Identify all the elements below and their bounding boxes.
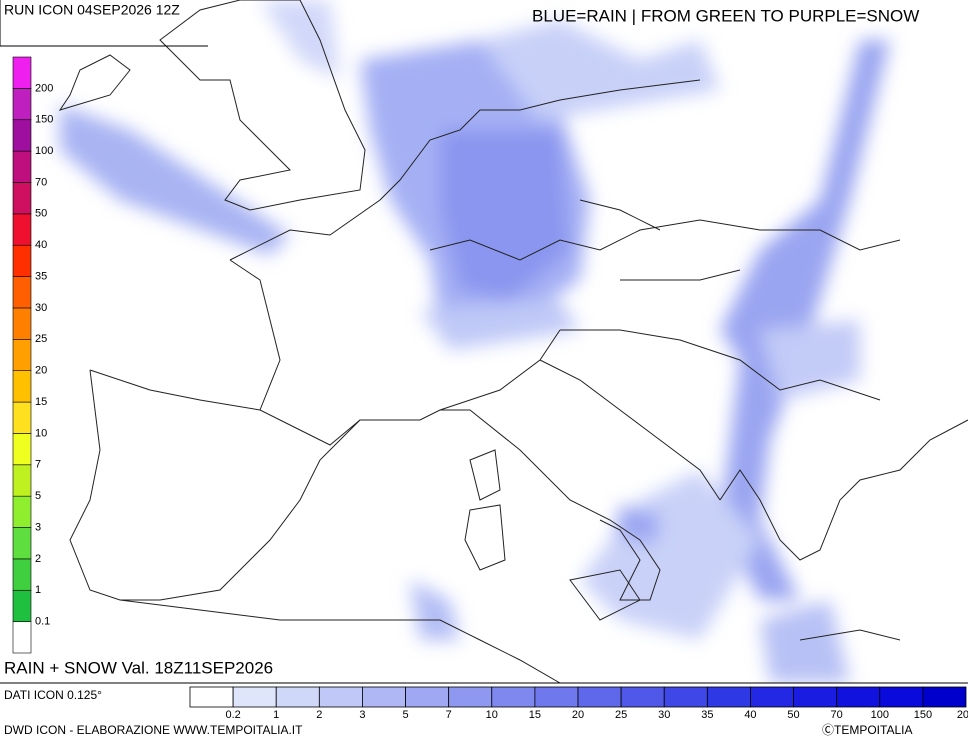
snow-scale-box [12,589,32,622]
snow-scale-label: 7 [35,459,41,471]
rain-scale-label: 1 [273,709,279,721]
snow-scale-box [12,401,32,434]
snow-scale-box [12,213,32,246]
rain-scale-box [879,686,924,708]
snow-scale-box [12,527,32,560]
snow-scale-box [12,339,32,371]
rain-scale-label: 7 [446,709,452,721]
rain-scale-label: 20 [572,709,584,721]
coastlines [58,0,968,683]
rain-scale-box [275,686,320,708]
rain-scale-box [232,686,277,708]
snow-scale-box [12,495,32,528]
snow-scale-label: 15 [35,396,47,408]
rain-scale-box [922,686,967,708]
rain-scale-box [448,686,493,708]
rain-scale-label: 2 [316,709,322,721]
snow-scale-label: 150 [35,114,53,126]
rain-scale-label: 25 [615,709,627,721]
rain-scale-label: 10 [486,709,498,721]
rain-scale-box [706,686,751,708]
run-label: RUN ICON 04SEP2026 12Z [4,2,180,18]
legend-note: BLUE=RAIN | FROM GREEN TO PURPLE=SNOW [532,6,919,25]
rain-scale-label: 100 [871,709,889,721]
snow-scale-label: 20 [35,365,47,377]
snow-scale-label: 3 [35,521,41,533]
snow-scale-box [12,433,32,466]
snow-scale-label: 40 [35,239,47,251]
snow-scale-box [12,370,32,403]
snow-scale-box [12,119,32,152]
rain-scale-box [534,686,579,708]
rain-scale-box [793,686,838,708]
snow-scale-label: 2 [35,553,41,565]
snow-scale-box [12,244,32,277]
rain-scale-box [318,686,363,708]
rain-scale-label: 150 [914,709,932,721]
snow-scale-label: 25 [35,333,47,345]
snow-scale-label: 1 [35,584,41,596]
snow-scale-label: 0.1 [35,616,50,628]
rain-scale-box [405,686,450,708]
snow-scale-box [12,182,32,215]
snow-scale-box [12,56,32,89]
rain-scale-box [189,686,234,708]
rain-scale-label: 35 [701,709,713,721]
map [58,0,968,683]
rain-scale-box [750,686,794,708]
snow-scale-box [12,307,32,340]
rain-scale-label: 0.2 [225,709,240,721]
snow-scale-label: 35 [35,270,47,282]
snow-scale-label: 30 [35,302,47,314]
snow-scale-label: 100 [35,145,53,157]
snow-scale-box [12,621,32,654]
snow-scale-label: 50 [35,208,47,220]
snow-scale-label: 200 [35,82,53,94]
snow-scale-label: 5 [35,490,41,502]
rain-scale-label: 15 [529,709,541,721]
rain-scale-label: 5 [402,709,408,721]
rain-scale-label: 3 [359,709,365,721]
credit: DWD ICON - ELABORAZIONE WWW.TEMPOITALIA.… [4,723,303,737]
rain-scale-box [836,686,881,708]
snow-scale-box [12,88,32,121]
rain-scale-box [491,686,536,708]
snow-scale-box [12,558,32,591]
snow-scale-box [12,150,32,183]
rain-scale-label: 200 [957,709,968,721]
copyright: ⒸTEMPOITALIA [822,723,912,737]
rain-scale-box [663,686,708,708]
source: DATI ICON 0.125° [4,688,102,702]
snow-scale-label: 70 [35,176,47,188]
rain-scale-label: 40 [744,709,756,721]
rain-scale-label: 30 [658,709,670,721]
rain-scale-box [620,686,665,708]
rain-scale-box [577,686,622,708]
precipitation [60,0,890,683]
rain-scale-box [362,686,406,708]
rain-scale-label: 50 [787,709,799,721]
snow-scale-box [12,464,32,497]
rain-scale-label: 70 [831,709,843,721]
snow-scale-box [12,276,32,309]
field-label: RAIN + SNOW Val. 18Z11SEP2026 [4,658,273,677]
snow-scale-label: 10 [35,427,47,439]
